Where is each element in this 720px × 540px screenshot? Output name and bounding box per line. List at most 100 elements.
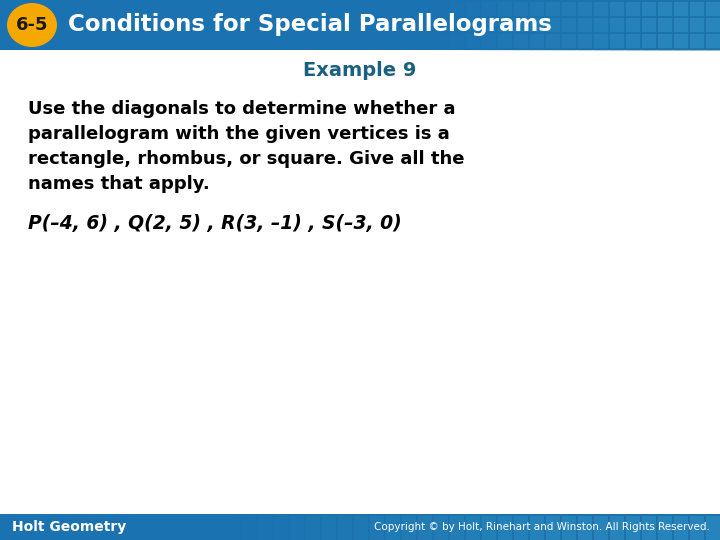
Bar: [0, 0, 720, 50]
FancyBboxPatch shape: [513, 49, 528, 50]
Text: rectangle, rhombus, or square. Give all the: rectangle, rhombus, or square. Give all …: [28, 150, 464, 168]
FancyBboxPatch shape: [657, 49, 672, 50]
FancyBboxPatch shape: [433, 515, 448, 539]
FancyBboxPatch shape: [480, 17, 495, 31]
FancyBboxPatch shape: [513, 1, 528, 16]
FancyBboxPatch shape: [528, 49, 544, 50]
FancyBboxPatch shape: [657, 1, 672, 16]
FancyBboxPatch shape: [560, 49, 575, 50]
FancyBboxPatch shape: [369, 515, 384, 539]
FancyBboxPatch shape: [528, 515, 544, 539]
FancyBboxPatch shape: [544, 32, 559, 48]
FancyBboxPatch shape: [544, 515, 559, 539]
FancyBboxPatch shape: [497, 515, 511, 539]
FancyBboxPatch shape: [320, 515, 336, 539]
FancyBboxPatch shape: [416, 515, 431, 539]
Text: Use the diagonals to determine whether a: Use the diagonals to determine whether a: [28, 100, 456, 118]
Bar: [0, 514, 720, 540]
FancyBboxPatch shape: [449, 1, 464, 16]
FancyBboxPatch shape: [449, 515, 464, 539]
Text: Copyright © by Holt, Rinehart and Winston. All Rights Reserved.: Copyright © by Holt, Rinehart and Winsto…: [374, 522, 710, 532]
FancyBboxPatch shape: [577, 49, 592, 50]
FancyBboxPatch shape: [464, 49, 480, 50]
FancyBboxPatch shape: [641, 1, 655, 16]
FancyBboxPatch shape: [480, 49, 495, 50]
FancyBboxPatch shape: [480, 32, 495, 48]
FancyBboxPatch shape: [384, 515, 400, 539]
FancyBboxPatch shape: [528, 17, 544, 31]
FancyBboxPatch shape: [336, 515, 351, 539]
FancyBboxPatch shape: [593, 49, 608, 50]
FancyBboxPatch shape: [624, 515, 639, 539]
FancyBboxPatch shape: [704, 515, 719, 539]
FancyBboxPatch shape: [497, 1, 511, 16]
FancyBboxPatch shape: [305, 515, 320, 539]
FancyBboxPatch shape: [353, 515, 367, 539]
FancyBboxPatch shape: [672, 32, 688, 48]
FancyBboxPatch shape: [480, 515, 495, 539]
FancyBboxPatch shape: [449, 49, 464, 50]
FancyBboxPatch shape: [593, 32, 608, 48]
FancyBboxPatch shape: [577, 32, 592, 48]
FancyBboxPatch shape: [608, 32, 624, 48]
FancyBboxPatch shape: [624, 49, 639, 50]
FancyBboxPatch shape: [480, 1, 495, 16]
FancyBboxPatch shape: [464, 515, 480, 539]
FancyBboxPatch shape: [497, 17, 511, 31]
FancyBboxPatch shape: [688, 17, 703, 31]
FancyBboxPatch shape: [560, 32, 575, 48]
Text: Conditions for Special Parallelograms: Conditions for Special Parallelograms: [68, 14, 552, 37]
FancyBboxPatch shape: [497, 49, 511, 50]
FancyBboxPatch shape: [624, 32, 639, 48]
FancyBboxPatch shape: [704, 32, 719, 48]
FancyBboxPatch shape: [608, 1, 624, 16]
FancyBboxPatch shape: [688, 49, 703, 50]
FancyBboxPatch shape: [657, 32, 672, 48]
FancyBboxPatch shape: [641, 515, 655, 539]
Text: Holt Geometry: Holt Geometry: [12, 520, 126, 534]
FancyBboxPatch shape: [672, 17, 688, 31]
FancyBboxPatch shape: [464, 32, 480, 48]
FancyBboxPatch shape: [544, 1, 559, 16]
FancyBboxPatch shape: [704, 17, 719, 31]
FancyBboxPatch shape: [577, 17, 592, 31]
FancyBboxPatch shape: [688, 32, 703, 48]
FancyBboxPatch shape: [608, 515, 624, 539]
FancyBboxPatch shape: [593, 515, 608, 539]
FancyBboxPatch shape: [528, 32, 544, 48]
FancyBboxPatch shape: [464, 1, 480, 16]
FancyBboxPatch shape: [657, 17, 672, 31]
FancyBboxPatch shape: [513, 17, 528, 31]
FancyBboxPatch shape: [544, 49, 559, 50]
FancyBboxPatch shape: [544, 17, 559, 31]
FancyBboxPatch shape: [641, 49, 655, 50]
FancyBboxPatch shape: [624, 17, 639, 31]
FancyBboxPatch shape: [560, 515, 575, 539]
FancyBboxPatch shape: [400, 515, 415, 539]
FancyBboxPatch shape: [641, 32, 655, 48]
FancyBboxPatch shape: [577, 515, 592, 539]
FancyBboxPatch shape: [528, 1, 544, 16]
FancyBboxPatch shape: [608, 49, 624, 50]
FancyBboxPatch shape: [560, 17, 575, 31]
FancyBboxPatch shape: [704, 1, 719, 16]
FancyBboxPatch shape: [672, 49, 688, 50]
Text: parallelogram with the given vertices is a: parallelogram with the given vertices is…: [28, 125, 450, 143]
FancyBboxPatch shape: [513, 515, 528, 539]
FancyBboxPatch shape: [560, 1, 575, 16]
FancyBboxPatch shape: [624, 1, 639, 16]
FancyBboxPatch shape: [593, 17, 608, 31]
FancyBboxPatch shape: [688, 515, 703, 539]
FancyBboxPatch shape: [688, 1, 703, 16]
FancyBboxPatch shape: [513, 32, 528, 48]
Text: Example 9: Example 9: [303, 60, 417, 79]
FancyBboxPatch shape: [497, 32, 511, 48]
FancyBboxPatch shape: [449, 17, 464, 31]
FancyBboxPatch shape: [672, 1, 688, 16]
FancyBboxPatch shape: [641, 17, 655, 31]
FancyBboxPatch shape: [593, 1, 608, 16]
Text: names that apply.: names that apply.: [28, 175, 210, 193]
FancyBboxPatch shape: [289, 515, 304, 539]
FancyBboxPatch shape: [657, 515, 672, 539]
Text: P(–4, 6) , Q(2, 5) , R(3, –1) , S(–3, 0): P(–4, 6) , Q(2, 5) , R(3, –1) , S(–3, 0): [28, 214, 402, 233]
